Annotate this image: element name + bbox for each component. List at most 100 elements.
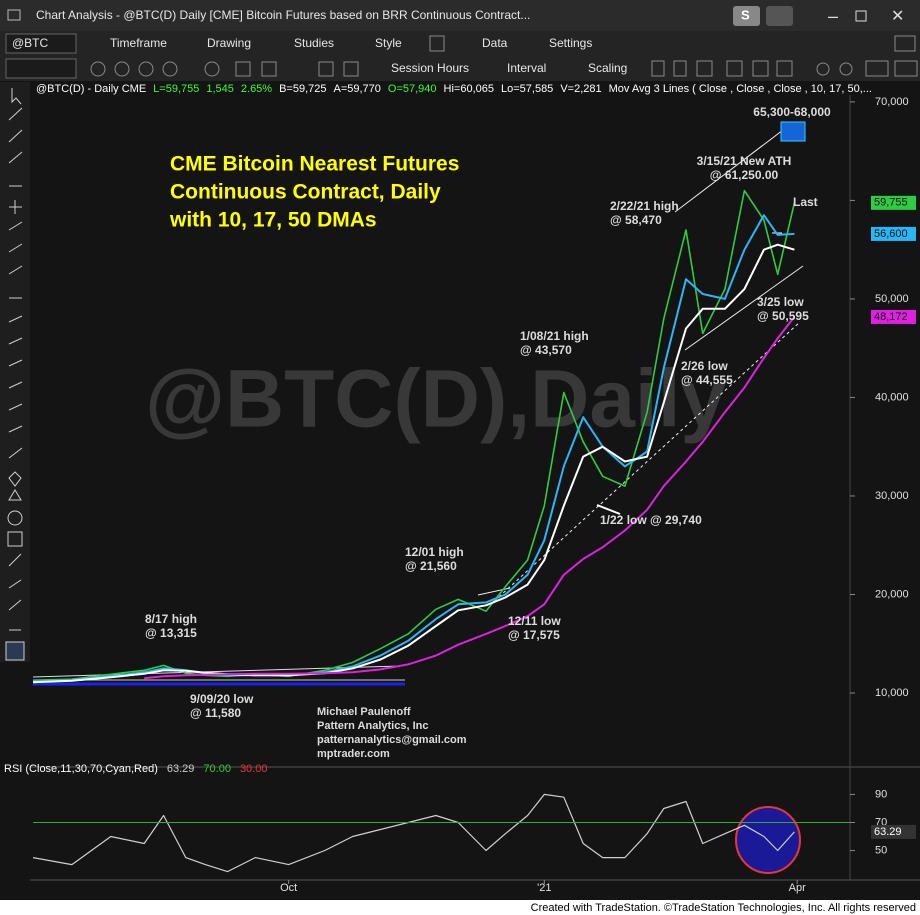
symbol-link-button[interactable]	[733, 6, 760, 26]
plot-area	[33, 189, 796, 684]
series-line	[33, 189, 796, 681]
study-readout: 63.29	[167, 763, 195, 775]
annotation: @ 17,575	[508, 628, 560, 642]
last-value-label: 59,755	[874, 197, 908, 209]
x-tick-label: '21	[537, 882, 551, 894]
menu-item[interactable]: Drawing	[207, 36, 251, 50]
header-item: B=59,725	[279, 83, 326, 95]
annotation: 9/09/20 low	[190, 692, 254, 706]
lock-button[interactable]	[766, 6, 793, 26]
study-title: RSI (Close,11,30,70,Cyan,Red)	[4, 763, 158, 775]
toolbar-icons	[90, 35, 918, 77]
y-tick-label: 40,000	[875, 391, 909, 403]
header-item: V=2,281	[560, 83, 601, 95]
interval-box[interactable]	[5, 58, 77, 79]
annotation: Last	[793, 195, 818, 209]
toolbar-item[interactable]: Interval	[507, 61, 546, 75]
annotation: @ 58,470	[610, 213, 662, 227]
annotation: 2/26 low	[681, 359, 728, 373]
series-line	[33, 793, 795, 873]
series-line	[33, 243, 795, 684]
chart-title: CME Bitcoin Nearest Futures	[170, 153, 459, 176]
study-readout: 70.00	[203, 763, 231, 775]
symbol-link-label[interactable]: S	[741, 7, 750, 22]
plot-area	[33, 793, 850, 873]
header-item: A=59,770	[334, 83, 381, 95]
header-item: Hi=60,065	[444, 83, 494, 95]
toolbar-item[interactable]: Session Hours	[391, 61, 469, 75]
menu-item[interactable]: Style	[375, 36, 402, 50]
last-value-tag	[871, 824, 916, 839]
last-value-tag	[871, 226, 916, 241]
series-line	[144, 316, 796, 680]
maximize[interactable]	[855, 10, 867, 22]
annotation: 1/08/21 high	[520, 329, 589, 343]
y-tick-label: 30,000	[875, 490, 909, 502]
header-item: Mov Avg 3 Lines ( Close , Close , Close …	[609, 83, 872, 95]
chart-title: with 10, 17, 50 DMAs	[169, 209, 377, 232]
annotation: @ 11,580	[190, 706, 241, 720]
annotation: @ 44,555	[681, 373, 733, 387]
y-tick-label: 20,000	[875, 588, 909, 600]
annotation: @ 13,315	[145, 626, 197, 640]
toolbar-bg	[0, 31, 920, 81]
footer-credit: Created with TradeStation. ©TradeStation…	[531, 902, 916, 914]
annotation: 1/22 low @ 29,740	[600, 513, 702, 527]
menu-item[interactable]: Studies	[294, 36, 334, 50]
study-readout: 30.00	[240, 763, 268, 775]
y-tick-label: 50	[875, 844, 887, 856]
annotation: @ 21,560	[405, 559, 457, 573]
target-box	[780, 121, 806, 142]
symbol-box[interactable]	[5, 33, 77, 54]
author-credit: Pattern Analytics, Inc	[317, 720, 428, 732]
minimize[interactable]: –	[828, 6, 838, 26]
y-tick-label: 10,000	[875, 687, 909, 699]
y-tick-label: 50,000	[875, 293, 909, 305]
menu-item[interactable]: Settings	[549, 36, 592, 50]
author-credit: Michael Paulenoff	[317, 706, 411, 718]
annotation: @ 43,570	[520, 343, 572, 357]
footer-bar	[0, 900, 920, 915]
author-credit: patternanalytics@gmail.com	[317, 734, 467, 746]
last-value-tag	[871, 195, 916, 210]
x-tick-label: Apr	[789, 882, 806, 894]
app-icon	[7, 9, 21, 21]
header-item: Lo=57,585	[501, 83, 553, 95]
y-tick-label: 90	[875, 788, 887, 800]
annotation: 65,300-68,000	[753, 105, 831, 119]
annotation: 2/22/21 high	[610, 199, 679, 213]
drawing-tools[interactable]	[5, 88, 25, 661]
author-credit: mptrader.com	[317, 748, 390, 760]
menu-item[interactable]: Data	[482, 36, 508, 50]
watermark: @BTC(D),Daily	[145, 354, 726, 445]
last-value-tag	[871, 309, 916, 324]
header-item: @BTC(D) - Daily CME	[36, 83, 146, 95]
drawing-toolbar	[0, 82, 30, 662]
chart-title: Continuous Contract, Daily	[170, 181, 441, 204]
window-title: Chart Analysis - @BTC(D) Daily [CME] Bit…	[36, 8, 530, 22]
toolbar-item[interactable]: Scaling	[588, 61, 627, 75]
annotation: 12/01 high	[405, 545, 464, 559]
last-value-label: 63.29	[874, 826, 902, 838]
last-value-label: 48,172	[874, 311, 908, 323]
annotation: 3/15/21 New ATH	[697, 154, 792, 168]
study-header: @BTC(D) - Daily CME L=59,755 1,545 2.65% B=5…	[36, 83, 872, 95]
x-tick-label: Oct	[280, 882, 297, 894]
header-item: L=59,755	[153, 83, 199, 95]
annotation: 12/11 low	[508, 614, 561, 628]
annotation: 3/25 low	[757, 295, 804, 309]
menu-item[interactable]: Timeframe	[110, 36, 167, 50]
header-item: 1,545	[206, 83, 234, 95]
annotation: 8/17 high	[145, 612, 197, 626]
study-header: RSI (Close,11,30,70,Cyan,Red) 63.29 70.00 3…	[4, 763, 267, 775]
trend-drawings	[32, 121, 806, 686]
header-item: 2.65%	[241, 83, 272, 95]
close[interactable]: ✕	[891, 8, 904, 25]
symbol-text[interactable]: @BTC	[12, 36, 49, 50]
annotation: @ 50,595	[757, 309, 809, 323]
header-item: O=57,940	[388, 83, 437, 95]
annotation: @ 61,250.00	[710, 168, 779, 182]
last-value-label: 56,600	[874, 228, 908, 240]
